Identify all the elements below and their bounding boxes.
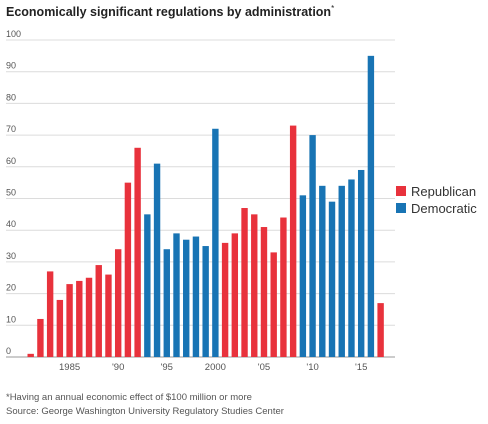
chart-title: Economically significant regulations by … [6,4,335,20]
gridlines: 0 10 20 30 40 50 60 70 80 90 100 [6,29,395,358]
bar-1988 [95,265,102,357]
bar-1984 [56,299,64,357]
y-tick-label: 70 [6,124,16,134]
bar-1998 [192,236,200,357]
y-tick-label: 80 [6,92,16,102]
y-tick-label: 50 [6,188,16,198]
y-tick-label: 10 [6,314,16,324]
legend-item-democratic: Democratic [396,200,477,216]
bar-1990 [114,249,122,357]
x-tick-label: '10 [306,362,318,373]
bar-1982 [37,318,44,357]
bar-2015 [357,169,365,357]
bar-1997 [183,239,190,357]
bar-1992 [134,147,141,357]
bar-2007 [280,217,287,357]
bar-1989 [105,274,112,357]
legend-label-democratic: Democratic [411,200,477,216]
x-tick-label: 1985 [59,362,80,373]
bar-1993 [144,214,151,357]
bar-1996 [173,233,180,357]
x-tick-label: '15 [355,362,367,373]
bar-1981 [27,353,34,357]
y-tick-label: 90 [6,61,16,71]
bar-1999 [202,246,209,357]
bar-1991 [124,182,132,357]
y-tick-label: 100 [6,29,21,39]
x-tick-label: '90 [112,362,124,373]
y-tick-label: 40 [6,219,16,229]
x-tick-label: '05 [258,362,270,373]
bar-1995 [163,249,170,357]
legend-swatch-democratic [396,203,406,213]
legend-item-republican: Republican [396,183,476,199]
bar-1983 [46,271,54,357]
source-note: Source: George Washington University Reg… [6,406,284,417]
bar-2017 [377,303,384,357]
bar-2016 [367,55,375,357]
title-footnote-marker: * [331,4,335,13]
bar-2006 [270,252,277,357]
bar-2011 [319,185,326,357]
bar-1987 [85,277,93,357]
bar-2012 [328,201,336,357]
y-tick-label: 60 [6,156,16,166]
bar-2004 [251,214,258,357]
bars [27,55,384,357]
legend-swatch-republican [396,186,406,196]
bar-1994 [153,163,161,357]
bar-2003 [241,208,248,357]
legend-label-republican: Republican [411,183,477,199]
x-tick-label: 2000 [205,362,226,373]
bar-2005 [260,227,268,357]
bar-2014 [348,179,355,357]
bar-2008 [289,125,297,357]
footnote: *Having an annual economic effect of $10… [6,392,252,403]
x-tick-labels: 1985 '90 '95 2000 '05 '10 '15 [59,362,367,373]
bar-1986 [76,280,83,357]
bar-2000 [212,128,219,357]
bar-2010 [309,135,316,357]
bar-2013 [338,185,345,357]
y-tick-label: 20 [6,283,16,293]
y-tick-label: 30 [6,251,16,261]
bar-2009 [299,195,307,357]
bar-2002 [231,233,239,357]
y-tick-label: 0 [6,346,11,356]
bar-2001 [221,242,229,357]
bar-1985 [66,284,73,357]
x-tick-label: '95 [161,362,173,373]
